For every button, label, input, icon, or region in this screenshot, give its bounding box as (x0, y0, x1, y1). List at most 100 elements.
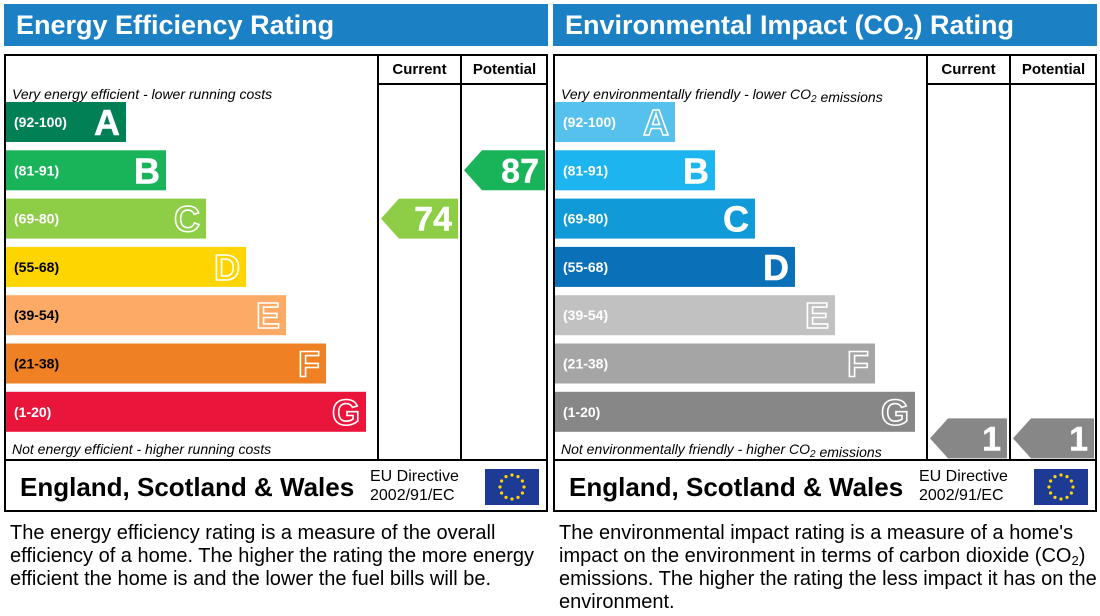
rating-arrow-shape (464, 150, 545, 191)
flag-star (500, 491, 504, 495)
band-letter: D (214, 247, 240, 288)
band-range-label: (21-38) (563, 356, 608, 372)
band-letter: A (643, 102, 669, 143)
band-letter: G (332, 392, 360, 433)
band-bar (6, 343, 326, 384)
band-range-label: (21-38) (14, 356, 59, 372)
band-bar (555, 150, 715, 191)
band-bar (555, 198, 755, 239)
band-bar (555, 343, 875, 384)
panel-title: Environmental Impact (CO2) Rating (553, 4, 1097, 46)
band-e: (39-54) E (555, 294, 835, 337)
current-rating-arrow: 74 (381, 198, 458, 239)
rating-arrow-shape (381, 198, 458, 239)
note-text-part: emissions (817, 89, 883, 105)
flag-star (1071, 485, 1075, 489)
flag-star (510, 473, 514, 477)
top-note: Very environmentally friendly - lower CO… (561, 86, 883, 105)
band-letter: G (881, 392, 909, 433)
energy-efficiency-panel: Energy Efficiency Rating Current Potentia… (4, 0, 548, 616)
directive-line-2: 2002/91/EC (370, 487, 455, 504)
column-header-potential: Potential (473, 61, 536, 78)
flag-star (1047, 485, 1051, 489)
region-label: England, Scotland & Wales (20, 472, 355, 502)
flag-star (500, 479, 504, 483)
column-header-current: Current (941, 61, 995, 78)
directive-line-1: EU Directive (370, 468, 459, 485)
band-d: (55-68) D (6, 246, 246, 289)
band-letter: E (256, 295, 280, 336)
band-bar (555, 246, 795, 287)
band-a: (92-100) A (6, 102, 126, 143)
rating-arrow-value: 87 (501, 152, 539, 190)
flag-star (1049, 491, 1053, 495)
band-range-label: (69-80) (14, 211, 59, 227)
note-subscript: 2 (809, 449, 816, 460)
flag-star (1049, 479, 1053, 483)
panel-title-text: Energy Efficiency Rating (16, 10, 335, 40)
band-range-label: (81-91) (14, 162, 59, 178)
environmental-impact-panel: Environmental Impact (CO2) Rating Curren… (553, 0, 1097, 616)
bottom-note: Not energy efficient - higher running co… (12, 441, 271, 457)
rating-arrow-value: 74 (414, 201, 452, 239)
environmental-impact-chart: Current Potential Very environmentally fri… (553, 54, 1097, 461)
band-bar (6, 295, 286, 336)
note-text-part: CO (789, 441, 810, 457)
flag-star (498, 485, 502, 489)
rating-arrow-shape (1013, 418, 1094, 459)
band-range-label: (55-68) (563, 259, 608, 275)
band-letter: A (94, 102, 120, 143)
chart-frame (553, 54, 1097, 512)
panel-title: Energy Efficiency Rating (4, 4, 548, 46)
band-bar (6, 246, 246, 287)
flag-star (520, 491, 524, 495)
band-bar (555, 295, 835, 336)
potential-rating-arrow: 1 (1013, 418, 1094, 459)
note-text-part: emissions (816, 444, 882, 460)
eu-flag-icon (1032, 467, 1090, 507)
band-a: (92-100) A (555, 101, 675, 144)
note-text-part: Not energy efficient - higher running co… (12, 441, 271, 457)
eu-directive-text: EU Directive 2002/91/EC (370, 467, 459, 505)
panel-title-text: Environmental Impact (CO2) Rating (565, 10, 1015, 43)
flag-star (504, 495, 508, 499)
band-range-label: (1-20) (563, 404, 600, 420)
band-bar (6, 150, 166, 191)
band-c: (69-80) C (6, 198, 206, 240)
note-text-part: Very environmentally friendly - lower (561, 86, 790, 102)
band-letter: C (174, 199, 200, 240)
note-text-part: Not environmentally friendly - higher (561, 441, 789, 457)
note-text-part: Very energy efficient - lower running co… (12, 86, 272, 102)
flag-star (1065, 495, 1069, 499)
eu-flag-icon (483, 467, 541, 507)
rating-arrow-value: 1 (1069, 420, 1088, 458)
top-note: Very energy efficient - lower running co… (12, 86, 272, 102)
chart-description: The energy efficiency rating is a measur… (10, 522, 535, 590)
flag-star (1059, 473, 1063, 477)
flag-star (1065, 475, 1069, 479)
band-range-label: (55-68) (14, 259, 59, 275)
directive-line-2: 2002/91/EC (919, 487, 1004, 504)
eu-directive-text: EU Directive 2002/91/EC (919, 467, 1008, 505)
chart-frame (4, 54, 548, 512)
band-f: (21-38) F (555, 343, 875, 385)
band-letter: C (723, 199, 749, 240)
flag-star (522, 485, 526, 489)
band-range-label: (39-54) (563, 307, 608, 323)
flag-star (1053, 495, 1057, 499)
band-c: (69-80) C (555, 198, 755, 240)
band-range-label: (39-54) (14, 307, 59, 323)
bottom-note: Not environmentally friendly - higher CO… (561, 441, 882, 460)
directive-line-1: EU Directive (919, 468, 1008, 485)
flag-star (520, 479, 524, 483)
band-letter: B (683, 150, 709, 191)
band-b: (81-91) B (6, 150, 166, 192)
band-e: (39-54) E (6, 294, 286, 337)
flag-star (516, 475, 520, 479)
band-letter: F (298, 344, 320, 385)
current-rating-arrow: 1 (930, 418, 1007, 459)
flag-star (1059, 497, 1063, 501)
flag-star (504, 475, 508, 479)
potential-rating-arrow: 87 (464, 150, 545, 191)
band-bar (6, 198, 206, 239)
